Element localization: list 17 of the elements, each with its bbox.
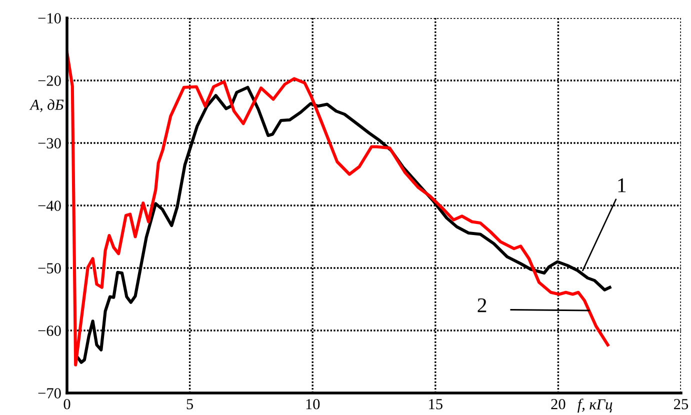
- x-tick-label: 20: [551, 398, 566, 410]
- y-tick-label: −50: [38, 263, 61, 274]
- x-tick-label: 10: [306, 398, 320, 410]
- x-tick-label: 5: [186, 399, 194, 410]
- y-tick-label: −60: [38, 326, 61, 336]
- x-tick-label: 0: [64, 398, 70, 410]
- y-axis-title: A, дБ: [29, 99, 64, 112]
- x-tick-label: 15: [429, 399, 442, 410]
- y-tick-label: −40: [38, 200, 61, 211]
- annotation: 2: [478, 298, 486, 312]
- y-tick-label: −70: [38, 388, 61, 398]
- x-tick-label: 25: [674, 399, 688, 410]
- y-tick-label: −10: [38, 13, 61, 24]
- annotation: 1: [618, 178, 626, 192]
- x-axis-title: f, кГц: [578, 398, 612, 413]
- y-tick-label: −30: [38, 138, 61, 148]
- y-tick-label: −20: [38, 76, 61, 86]
